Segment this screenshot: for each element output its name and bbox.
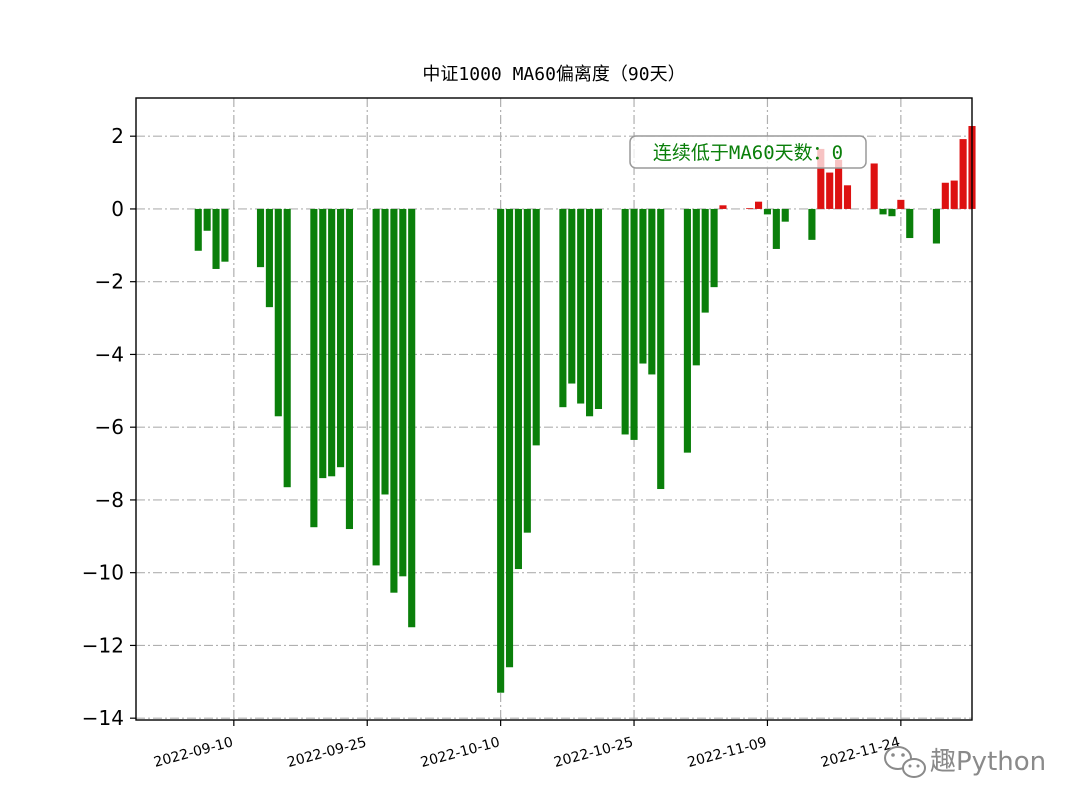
x-tick-label: 2022-10-10 [419,734,502,771]
bar-negative [648,208,656,375]
bar-negative [763,208,772,215]
y-tick-label: 2 [111,124,124,148]
bar-negative [203,208,211,231]
bar-series [194,126,976,693]
bar-negative [408,208,416,628]
bar-negative [906,208,914,239]
bar-negative [657,208,665,490]
bar-positive [826,172,834,209]
bar-negative [808,208,816,240]
bar-negative [310,208,318,528]
bar-negative [586,208,594,417]
bar-negative [559,208,567,408]
bar-positive [719,205,727,209]
y-tick-label: −6 [95,415,124,439]
bar-negative [497,208,505,693]
bar-negative [274,208,282,417]
wechat-icon [884,746,926,778]
bar-negative [532,208,540,446]
bar-negative [630,208,638,440]
bar-negative [568,208,576,384]
bar-negative [221,208,229,262]
bar-positive [835,159,843,209]
bar-negative [381,208,389,495]
bar-negative [577,208,585,404]
bar-negative [194,208,202,251]
bar-negative [505,208,514,668]
bar-negative [781,208,789,222]
bar-negative [932,208,940,244]
x-tick-label: 2022-09-10 [152,734,235,771]
y-tick-label: −12 [82,633,124,657]
bar-negative [683,208,691,453]
bar-negative [212,208,220,269]
bar-negative [879,208,887,215]
bar-positive [817,148,825,209]
x-axis: 2022-09-10 2022-09-25 2022-10-10 2022-10-25… [152,720,902,771]
bar-negative [772,208,780,249]
bar-positive [941,182,949,209]
bar-negative [336,208,345,468]
annotation-text: 连续低于MA60天数：0 [653,142,843,164]
bar-positive [746,208,754,210]
bar-positive [959,139,967,209]
y-axis: 2 0 −2 −4 −6 −8 −10 −12 −14 [82,124,136,730]
plot-frame [135,97,973,721]
bar-negative [372,208,380,566]
bar-negative [256,208,265,268]
y-tick-label: 0 [111,197,124,221]
bar-negative [621,208,629,435]
bar-positive [843,185,852,209]
bar-positive [950,180,958,209]
bar-negative [701,208,709,313]
bar-negative [692,208,700,366]
bar-negative [523,208,531,533]
y-tick-label: −10 [82,561,124,585]
bar-positive [897,199,905,209]
bar-negative [639,208,647,364]
bar-positive [870,163,878,209]
x-tick-label: 2022-09-25 [286,734,369,771]
bar-positive [754,201,763,209]
watermark: 趣Python [884,746,1046,778]
bar-negative [594,208,603,409]
y-tick-label: −2 [95,270,124,294]
chart-title: 中证1000 MA60偏离度（90天） [422,64,685,85]
annotation-frame [629,135,867,169]
bar-negative [710,208,718,288]
bar-negative [514,208,522,570]
bar-negative [399,208,407,577]
bar-negative [328,208,336,477]
bar-negative [888,208,896,217]
watermark-text: 趣Python [930,747,1046,777]
bar-negative [319,208,327,479]
bar-negative [390,208,398,593]
bar-negative [345,208,354,530]
bar-negative [265,208,273,308]
x-tick-label: 2022-10-25 [552,734,635,771]
y-tick-label: −8 [95,488,124,512]
bar-negative [283,208,291,488]
annotation-box: 连续低于MA60天数：0 [629,135,867,169]
x-tick-label: 2022-11-09 [686,734,769,771]
y-tick-label: −14 [82,706,124,730]
y-tick-label: −4 [95,342,124,366]
